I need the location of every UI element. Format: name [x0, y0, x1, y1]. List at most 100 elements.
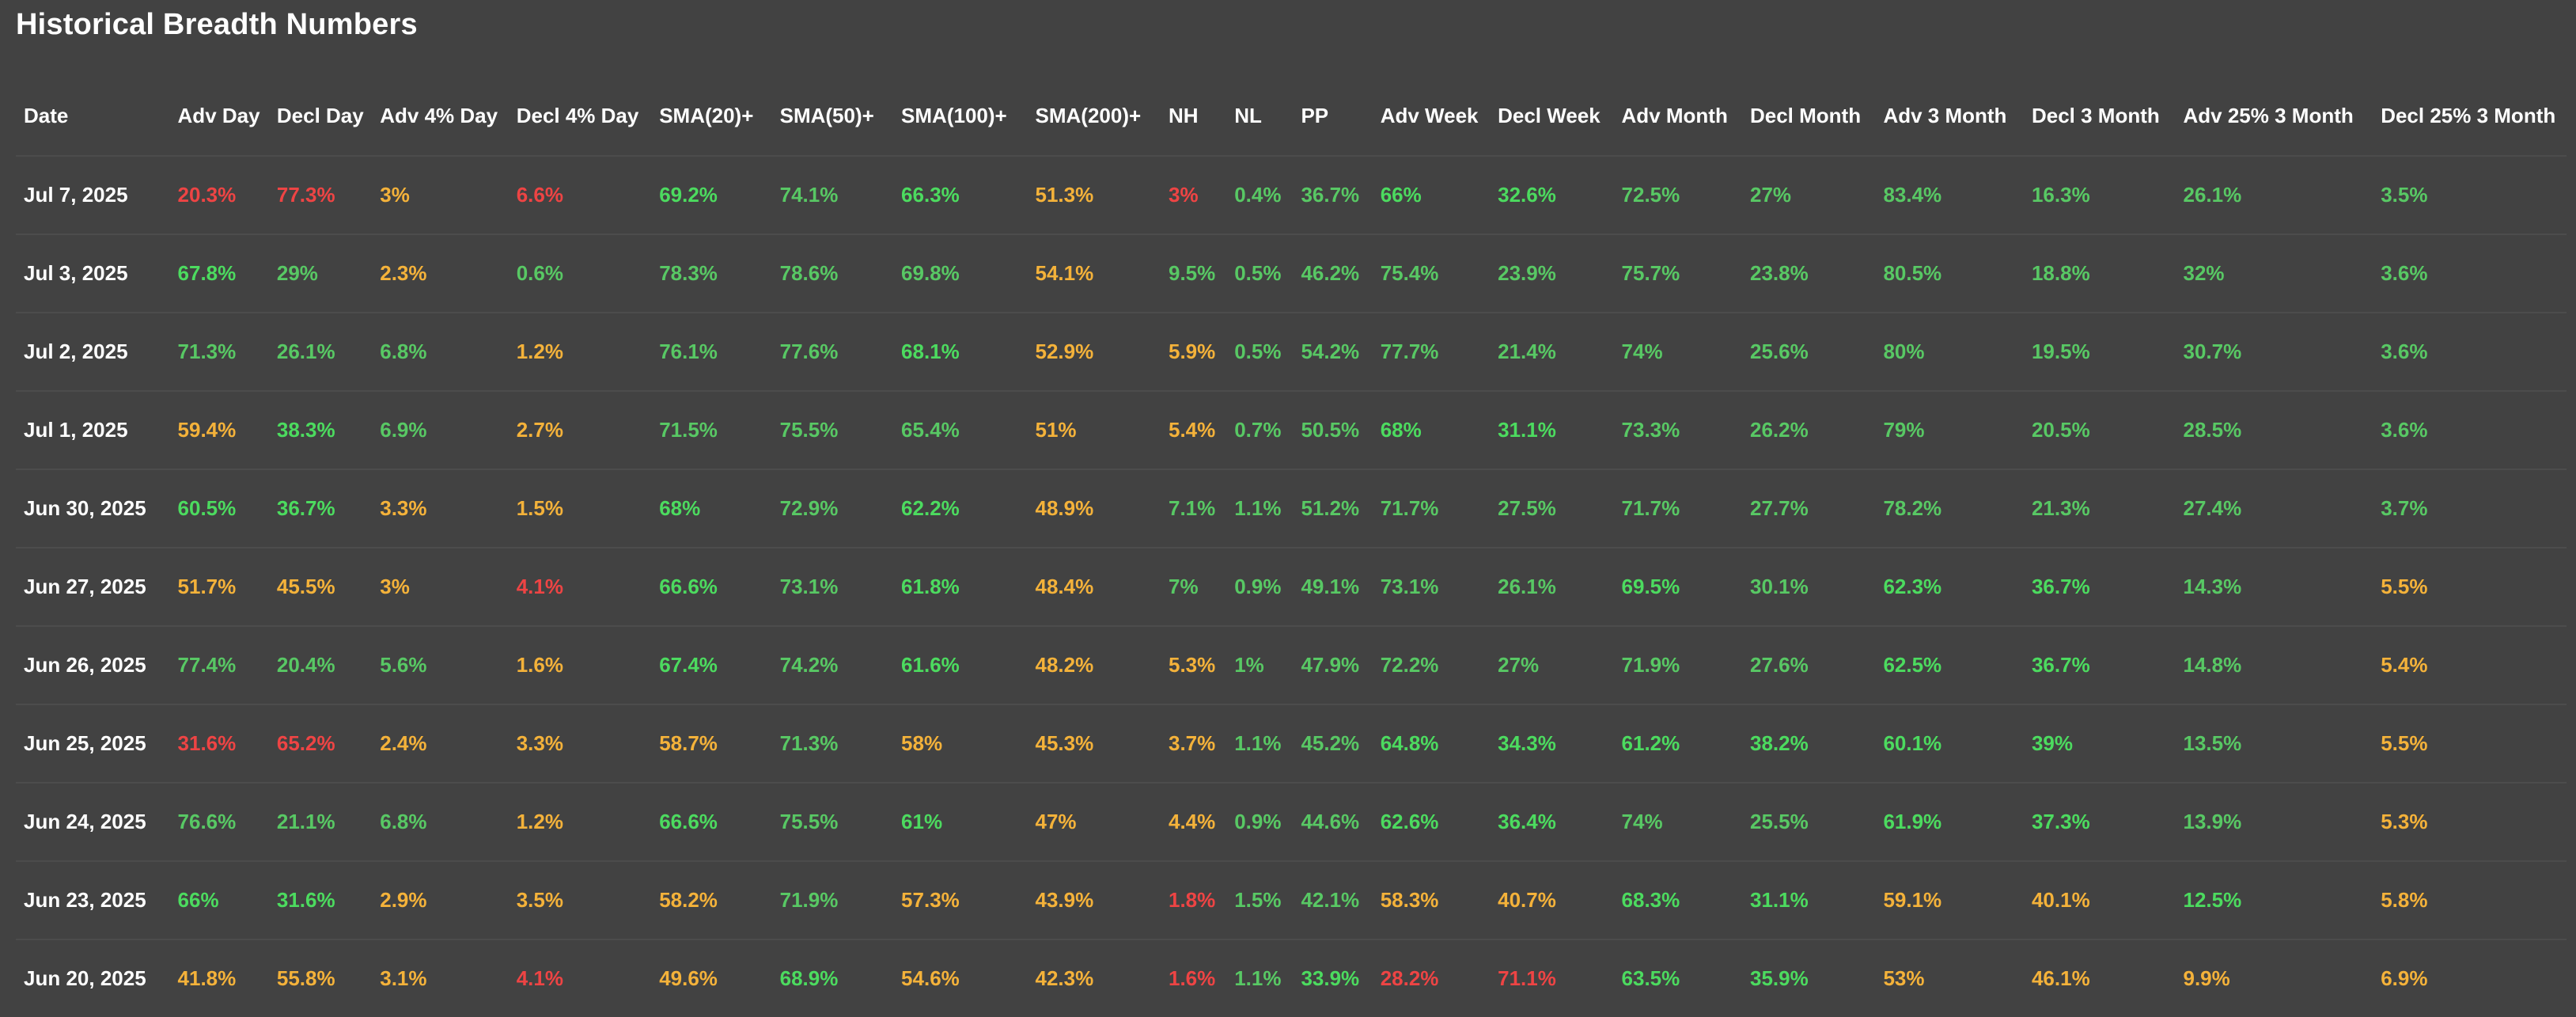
value-cell: 68% [651, 469, 772, 548]
column-header[interactable]: SMA(50)+ [779, 103, 874, 127]
column-header[interactable]: Decl 3 Month [2031, 103, 2160, 127]
value-cell: 3.5% [2373, 155, 2567, 234]
value-cell: 32.6% [1490, 155, 1614, 234]
value-cell: 75.4% [1372, 233, 1491, 313]
column-header[interactable]: Adv Week [1380, 103, 1479, 127]
value-cell: 54.1% [1027, 233, 1161, 313]
value-cell: 61.8% [893, 547, 1028, 626]
column-header[interactable]: Decl Day [276, 103, 364, 127]
value-cell: 66.6% [651, 782, 772, 861]
value-cell: 7% [1160, 547, 1227, 626]
value-cell: 72.2% [1372, 625, 1491, 704]
value-cell: 3.6% [2373, 312, 2567, 391]
value-cell: 27.7% [1741, 469, 1876, 548]
value-cell: 75.5% [771, 390, 894, 469]
value-cell: 23.8% [1741, 233, 1876, 313]
value-cell: 66% [169, 860, 269, 939]
value-cell: 51.2% [1293, 469, 1373, 548]
value-cell: 29% [268, 233, 373, 313]
value-cell: 74% [1613, 782, 1742, 861]
value-cell: 42.3% [1027, 939, 1161, 1017]
value-cell: 49.1% [1293, 547, 1373, 626]
value-cell: 27.5% [1490, 469, 1614, 548]
value-cell: 72.9% [771, 469, 894, 548]
value-cell: 44.6% [1293, 782, 1373, 861]
value-cell: 74.1% [771, 155, 894, 234]
value-cell: 21.1% [268, 782, 373, 861]
value-cell: 71.3% [169, 312, 269, 391]
column-header[interactable]: Decl 25% 3 Month [2381, 103, 2556, 127]
column-header[interactable]: Decl Week [1498, 103, 1601, 127]
value-cell: 0.9% [1226, 782, 1294, 861]
column-header[interactable]: SMA(100)+ [901, 103, 1007, 127]
value-cell: 55.8% [268, 939, 373, 1017]
column-header[interactable]: NH [1168, 103, 1199, 127]
column-header[interactable]: SMA(20)+ [659, 103, 754, 127]
value-cell: 72.5% [1613, 155, 1742, 234]
table-body: Jul 7, 2025 20.3% 77.3% 3% 6.6% 69.2% 74.1% 66.… [16, 155, 2567, 1017]
column-header[interactable]: Adv 25% 3 Month [2183, 103, 2354, 127]
column-header[interactable]: Date [24, 103, 69, 127]
column-header[interactable]: Decl 4% Day [516, 103, 639, 127]
column-header[interactable]: NL [1234, 103, 1262, 127]
value-cell: 1.2% [508, 782, 652, 861]
column-header[interactable]: Adv Month [1621, 103, 1728, 127]
date-cell: Jul 2, 2025 [16, 312, 170, 391]
value-cell: 0.4% [1226, 155, 1294, 234]
value-cell: 57.3% [893, 860, 1028, 939]
column-header[interactable]: SMA(200)+ [1035, 103, 1142, 127]
value-cell: 37.3% [2023, 782, 2176, 861]
column-header[interactable]: Adv 3 Month [1883, 103, 2007, 127]
value-cell: 40.7% [1490, 860, 1614, 939]
value-cell: 30.7% [2175, 312, 2373, 391]
column-header[interactable]: Adv Day [177, 103, 260, 127]
table-row: Jun 27, 2025 51.7% 45.5% 3% 4.1% 66.6% 73.1% 61… [16, 547, 2567, 626]
table-row: Jul 3, 2025 67.8% 29% 2.3% 0.6% 78.3% 78.6% 69.… [16, 233, 2567, 313]
column-header[interactable]: Decl Month [1749, 103, 1862, 127]
value-cell: 4.1% [508, 547, 652, 626]
column-header[interactable]: Adv 4% Day [380, 103, 498, 127]
value-cell: 42.1% [1293, 860, 1373, 939]
value-cell: 78.6% [771, 233, 894, 313]
value-cell: 26.1% [2175, 155, 2373, 234]
value-cell: 35.9% [1741, 939, 1876, 1017]
date-cell: Jul 7, 2025 [16, 155, 170, 234]
value-cell: 0.5% [1226, 312, 1294, 391]
value-cell: 6.8% [372, 782, 509, 861]
value-cell: 67.4% [651, 625, 772, 704]
column-header[interactable]: PP [1301, 103, 1329, 127]
value-cell: 27% [1490, 625, 1614, 704]
value-cell: 2.3% [372, 233, 509, 313]
value-cell: 2.9% [372, 860, 509, 939]
value-cell: 4.1% [508, 939, 652, 1017]
date-cell: Jun 30, 2025 [16, 469, 170, 548]
value-cell: 5.3% [1160, 625, 1227, 704]
value-cell: 6.8% [372, 312, 509, 391]
value-cell: 0.7% [1226, 390, 1294, 469]
value-cell: 51% [1027, 390, 1161, 469]
value-cell: 1.1% [1226, 939, 1294, 1017]
value-cell: 65.2% [268, 704, 373, 783]
table-row: Jul 1, 2025 59.4% 38.3% 6.9% 2.7% 71.5% 75.5% 6… [16, 390, 2567, 469]
value-cell: 3% [372, 155, 509, 234]
value-cell: 46.2% [1293, 233, 1373, 313]
value-cell: 26.1% [268, 312, 373, 391]
value-cell: 62.5% [1875, 625, 2024, 704]
value-cell: 69.2% [651, 155, 772, 234]
value-cell: 3.6% [2373, 390, 2567, 469]
value-cell: 61.2% [1613, 704, 1742, 783]
value-cell: 3.1% [372, 939, 509, 1017]
table-row: Jul 2, 2025 71.3% 26.1% 6.8% 1.2% 76.1% 77.6% 6… [16, 312, 2567, 391]
value-cell: 1% [1226, 625, 1294, 704]
value-cell: 5.3% [2373, 782, 2567, 861]
value-cell: 31.1% [1741, 860, 1876, 939]
value-cell: 78.3% [651, 233, 772, 313]
value-cell: 6.9% [372, 390, 509, 469]
value-cell: 28.2% [1372, 939, 1491, 1017]
value-cell: 48.9% [1027, 469, 1161, 548]
value-cell: 31.6% [268, 860, 373, 939]
value-cell: 26.2% [1741, 390, 1876, 469]
value-cell: 36.7% [1293, 155, 1373, 234]
value-cell: 32% [2175, 233, 2373, 313]
value-cell: 71.9% [1613, 625, 1742, 704]
